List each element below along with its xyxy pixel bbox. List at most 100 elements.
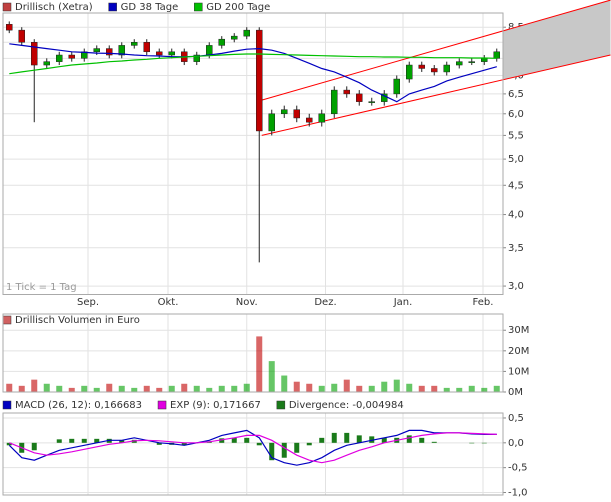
volume-bar (18, 385, 25, 392)
candle-body (318, 113, 325, 123)
volume-bar (431, 385, 438, 392)
channel-fill (503, 0, 611, 80)
legend-swatch (2, 2, 12, 12)
legend-label: MACD (26, 12): 0,166683 (15, 400, 142, 411)
y-tick-label: 4,5 (508, 180, 524, 191)
y-tick-label: 3,5 (508, 243, 524, 254)
divergence-bar (181, 442, 187, 446)
divergence-bar (431, 441, 437, 443)
candle-body (256, 29, 263, 132)
candle-body (6, 24, 13, 31)
panel-frame (2, 412, 504, 496)
volume-bar (293, 381, 300, 392)
panel-frame (2, 313, 504, 393)
legend-swatch (276, 400, 286, 410)
divergence-bar (219, 438, 225, 443)
divergence-bar (344, 432, 350, 443)
candle-body (93, 48, 100, 53)
divergence-bar (31, 442, 37, 451)
candle-body (456, 61, 463, 66)
volume-bar (306, 383, 313, 392)
candle-body (206, 45, 213, 56)
x-tick-label: Nov. (236, 297, 258, 308)
volume-bar (43, 383, 50, 392)
candle-body (418, 64, 425, 69)
volume-bar (156, 387, 163, 392)
candle-body (231, 35, 238, 40)
y-tick-label: -0,5 (508, 463, 528, 474)
legend-swatch (2, 315, 12, 325)
volume-bar (468, 385, 475, 392)
volume-bar (31, 379, 38, 392)
candle-body (168, 51, 175, 56)
divergence-bar (294, 442, 300, 453)
line (9, 53, 497, 75)
legend-swatch (108, 2, 117, 12)
divergence-bar (319, 437, 325, 443)
volume-bar (356, 385, 363, 392)
divergence-bar (256, 442, 262, 446)
volume-bar (443, 387, 450, 392)
divergence-bar (69, 438, 75, 443)
volume-bar (93, 387, 100, 392)
candle-body (468, 61, 475, 63)
candle-body (431, 68, 438, 73)
divergence-bar (419, 437, 425, 443)
volume-bar (281, 375, 288, 392)
volume-bar (68, 387, 75, 392)
volume-bar (6, 383, 13, 392)
volume-bar (56, 385, 63, 392)
divergence-bar (369, 436, 375, 443)
candle-body (68, 54, 75, 59)
legend-label: GD 200 Tage (206, 2, 270, 13)
x-tick-label: Feb. (473, 297, 494, 308)
candle-body (118, 45, 125, 56)
legend-swatch (2, 400, 12, 410)
candle-body (81, 51, 88, 59)
candle-body (406, 64, 413, 80)
divergence-bar (6, 442, 12, 446)
candle-body (443, 64, 450, 73)
x-tick-label: Okt. (158, 297, 179, 308)
channel-line (261, 54, 611, 136)
line (9, 432, 497, 464)
legend-label: EXP (9): 0,171667 (170, 400, 261, 411)
volume-bar (368, 385, 375, 392)
y-tick-label: 20M (508, 346, 529, 357)
volume-bar (106, 383, 113, 392)
candle-body (56, 54, 63, 62)
volume-bar (256, 336, 263, 392)
volume-bar (181, 383, 188, 392)
x-tick-label: Jan. (393, 297, 413, 308)
y-tick-label: -1,0 (508, 488, 528, 499)
candle-body (306, 117, 313, 123)
legend-label: Drillisch (Xetra) (15, 2, 93, 13)
line (8, 429, 497, 466)
y-tick-label: 0,0 (508, 438, 524, 449)
divergence-bar (94, 438, 100, 443)
volume-bar (168, 385, 175, 392)
candle-body (143, 42, 150, 53)
candle-body (243, 29, 250, 37)
candle-body (281, 109, 288, 115)
divergence-bar (281, 442, 287, 458)
legend-label: Drillisch Volumen in Euro (15, 315, 140, 326)
volume-bar (143, 385, 150, 392)
candle-body (193, 54, 200, 62)
divergence-bar (156, 442, 162, 445)
candle-body (218, 38, 225, 46)
y-tick-label: 6,0 (508, 109, 524, 120)
legend-label: GD 38 Tage (121, 2, 179, 13)
candle-body (356, 93, 363, 102)
candle-body (331, 89, 338, 115)
volume-bar (418, 385, 425, 392)
divergence-bar (381, 437, 387, 443)
channel-line (261, 0, 611, 101)
volume-bar (493, 385, 500, 392)
y-tick-label: 5,0 (508, 154, 524, 165)
candle-body (156, 51, 163, 56)
candle-body (368, 101, 375, 103)
note: 1 Tick = 1 Tag (6, 282, 77, 293)
volume-bar (406, 383, 413, 392)
